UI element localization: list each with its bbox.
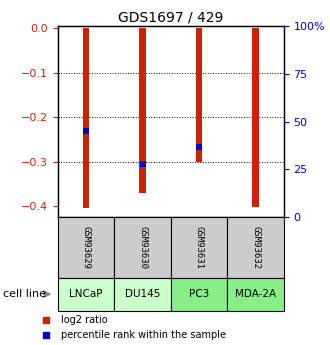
Bar xyxy=(171,217,227,278)
Text: LNCaP: LNCaP xyxy=(69,289,103,299)
Text: cell line: cell line xyxy=(3,289,46,299)
Text: log2 ratio: log2 ratio xyxy=(61,315,107,325)
Bar xyxy=(252,28,259,207)
Text: MDA-2A: MDA-2A xyxy=(235,289,276,299)
Bar xyxy=(171,278,227,310)
Bar xyxy=(114,278,171,310)
Bar xyxy=(227,217,284,278)
Bar xyxy=(139,28,146,193)
Text: GSM93629: GSM93629 xyxy=(82,226,90,269)
Bar xyxy=(196,28,202,162)
Text: DU145: DU145 xyxy=(125,289,160,299)
Text: GSM93631: GSM93631 xyxy=(194,226,204,269)
Title: GDS1697 / 429: GDS1697 / 429 xyxy=(118,11,223,25)
Text: GSM93632: GSM93632 xyxy=(251,226,260,269)
Bar xyxy=(227,278,284,310)
Bar xyxy=(58,217,114,278)
Text: PC3: PC3 xyxy=(189,289,209,299)
Text: GSM93630: GSM93630 xyxy=(138,226,147,269)
Bar xyxy=(82,28,89,208)
Text: percentile rank within the sample: percentile rank within the sample xyxy=(61,330,226,340)
Bar xyxy=(58,278,114,310)
Bar xyxy=(114,217,171,278)
